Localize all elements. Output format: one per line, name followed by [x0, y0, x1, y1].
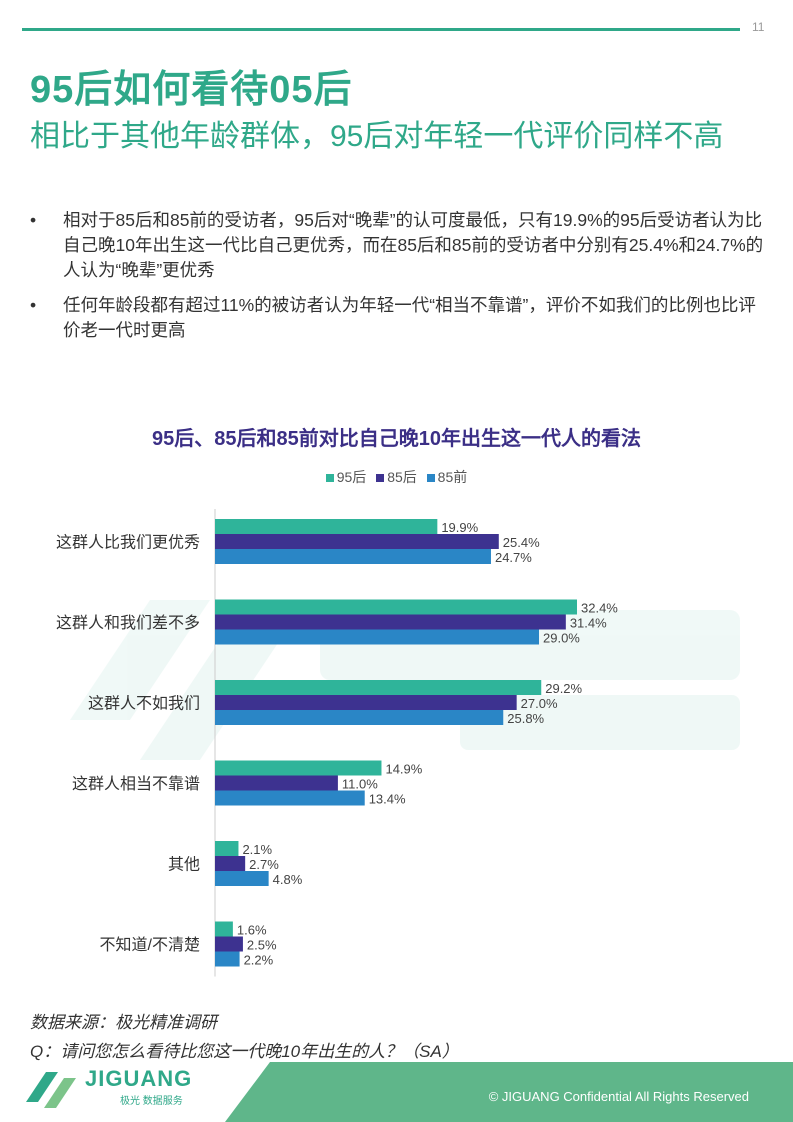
bar-value-label: 13.4% [369, 792, 406, 807]
bar-value-label: 14.9% [385, 762, 422, 777]
survey-question-note: Q：请问您怎么看待比您这一代晚10年出生的人？（SA） [30, 1042, 459, 1061]
page-number: 11 [752, 20, 765, 34]
bar-value-label: 24.7% [495, 550, 532, 565]
bar [215, 951, 240, 967]
bar [215, 871, 269, 886]
bar [215, 695, 517, 710]
copyright-notice: © JIGUANG Confidential All Rights Reserv… [488, 1089, 749, 1104]
legend-swatch [325, 474, 334, 483]
logo-wordmark: JIGUANG [85, 1066, 193, 1091]
category-label: 这群人不如我们 [88, 695, 200, 713]
bar-value-label: 29.2% [545, 681, 582, 696]
data-source-note: 数据来源：极光精准调研 [30, 1013, 217, 1032]
bar [215, 680, 542, 695]
bar-value-label: 2.2% [244, 953, 274, 968]
bar-value-label: 25.8% [507, 711, 544, 726]
legend-item-85hou: 85后 [376, 467, 417, 487]
bar-value-label: 2.1% [242, 842, 272, 857]
bar [215, 710, 504, 725]
chart-title: 95后、85后和85前对比自己晚10年出生这一代人的看法 [152, 428, 641, 450]
legend-item-95hou: 95后 [325, 467, 367, 487]
top-rule [22, 28, 740, 31]
category-label: 其他 [168, 856, 200, 874]
bar-value-label: 27.0% [521, 696, 558, 711]
bar [215, 614, 566, 630]
bar-value-label: 2.7% [249, 857, 279, 872]
bar-value-label: 19.9% [441, 520, 478, 535]
bar-value-label: 32.4% [581, 601, 618, 616]
legend-label: 85前 [437, 469, 468, 485]
legend-label: 85后 [387, 469, 417, 485]
bar-value-label: 29.0% [543, 631, 580, 646]
bar [215, 921, 233, 937]
bullet-item: • 任何年龄段都有超过11%的被访者认为年轻一代“相当不靠谱”，评价不如我们的比例… [30, 293, 765, 343]
bullet-list: • 相对于85后和85前的受访者，95后对“晚辈”的认可度最低，只有19.9%的9… [30, 208, 765, 353]
bar [215, 856, 246, 871]
category-label: 这群人相当不靠谱 [72, 775, 200, 793]
legend-swatch [426, 474, 435, 483]
bar-value-label: 1.6% [237, 923, 267, 938]
bar-value-label: 2.5% [247, 938, 277, 953]
category-label: 这群人和我们差不多 [56, 614, 200, 632]
bar-value-label: 4.8% [273, 872, 303, 887]
bar [215, 841, 239, 856]
jiguang-logo-icon [26, 1072, 76, 1108]
bar [215, 629, 540, 645]
category-label: 这群人比我们更优秀 [56, 534, 200, 552]
category-label: 不知道/不清楚 [100, 936, 200, 954]
bullet-text: 任何年龄段都有超过11%的被访者认为年轻一代“相当不靠谱”，评价不如我们的比例也… [63, 295, 756, 340]
bullet-dot: • [30, 210, 37, 230]
bar-value-label: 11.0% [342, 777, 378, 792]
logo-tagline: 极光 数据服务 [120, 1096, 183, 1107]
bar [215, 790, 365, 806]
bar-value-label: 31.4% [570, 616, 607, 631]
legend-item-85qian: 85前 [426, 467, 468, 487]
bar [215, 775, 338, 791]
bar [215, 534, 499, 549]
bullet-dot: • [30, 295, 37, 315]
page-title: 95后如何看待05后 [30, 69, 353, 111]
bullet-item: • 相对于85后和85前的受访者，95后对“晚辈”的认可度最低，只有19.9%的9… [30, 208, 765, 283]
bar [215, 599, 577, 615]
chart-legend: 95后 85后 85前 [0, 467, 793, 487]
page-subtitle: 相比于其他年龄群体，95后对年轻一代评价同样不高 [30, 120, 724, 153]
legend-label: 95后 [336, 469, 367, 485]
bullet-text: 相对于85后和85前的受访者，95后对“晚辈”的认可度最低，只有19.9%的95… [63, 210, 764, 280]
footer-band [225, 1062, 793, 1122]
bar [215, 519, 438, 534]
bar-value-label: 25.4% [503, 535, 540, 550]
bar [215, 760, 382, 776]
legend-swatch [376, 474, 385, 483]
bar-chart: 这群人比我们更优秀 19.9% 25.4%24.7% 这群人和我们差不多 32.4%31… [56, 509, 618, 977]
bar [215, 549, 491, 564]
bar [215, 936, 243, 952]
